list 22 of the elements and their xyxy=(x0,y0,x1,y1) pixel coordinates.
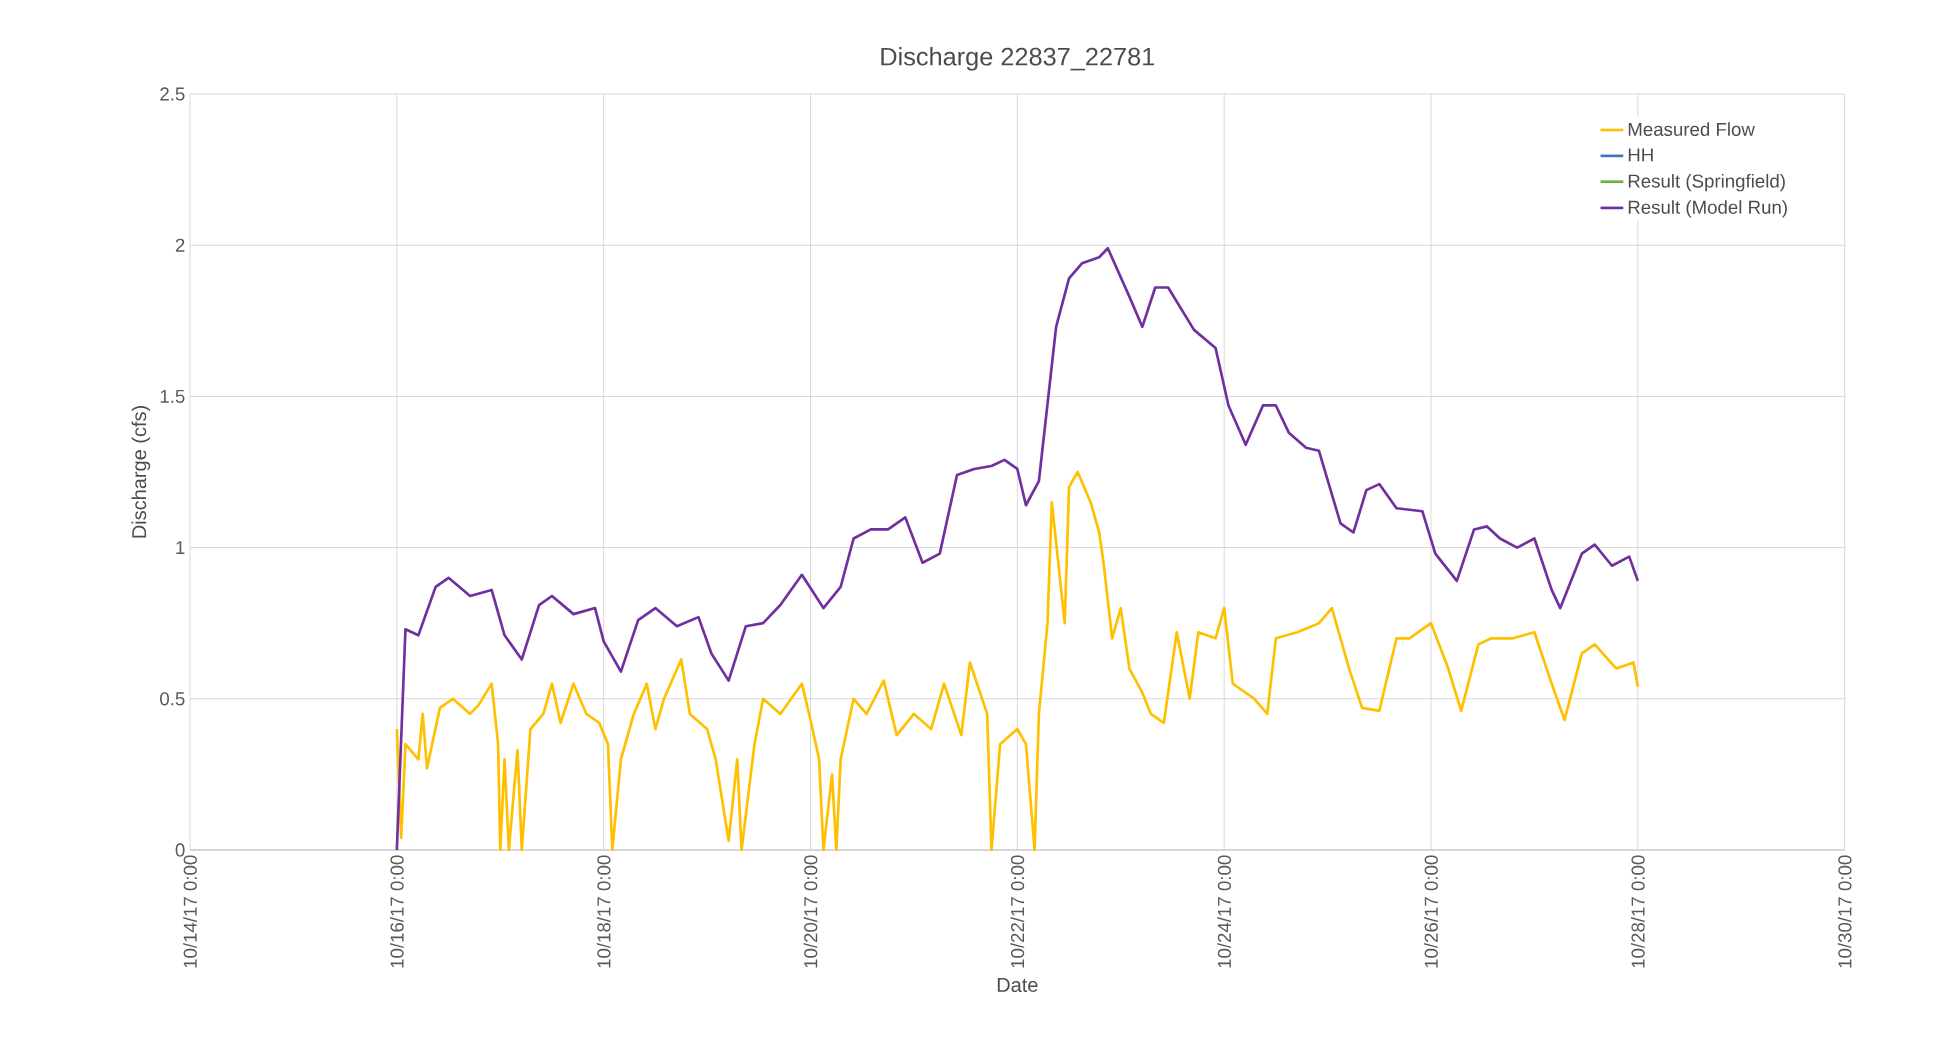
y-tick-label: 2 xyxy=(175,238,185,252)
x-tick-label: 10/20/17 0:00 xyxy=(803,855,818,968)
x-tick-label: 10/24/17 0:00 xyxy=(1217,855,1232,968)
y-axis-title: Discharge (cfs) xyxy=(131,406,151,538)
x-tick-label: 10/26/17 0:00 xyxy=(1424,855,1438,968)
chart-title: Discharge 22837_22781 xyxy=(881,46,1155,71)
x-tick-label: 10/22/17 0:00 xyxy=(1010,855,1025,968)
y-tick-label: 0.5 xyxy=(160,692,185,706)
legend-label: HH xyxy=(1628,148,1653,162)
x-tick-label: 10/16/17 0:00 xyxy=(389,855,404,968)
legend-label: Measured Flow xyxy=(1628,122,1755,136)
y-tick-label: 1 xyxy=(176,541,185,555)
legend-label: Result (Springfield) xyxy=(1628,173,1785,192)
x-tick-label: 10/18/17 0:00 xyxy=(596,855,611,968)
x-tick-label: 10/30/17 0:00 xyxy=(1837,855,1852,968)
x-tick-label: 10/14/17 0:00 xyxy=(183,855,197,968)
y-tick-label: 1.5 xyxy=(160,389,185,403)
x-tick-label: 10/28/17 0:00 xyxy=(1630,855,1645,968)
y-tick-label: 2.5 xyxy=(160,87,185,101)
x-axis-title: Date xyxy=(997,978,1038,992)
legend-label: Result (Model Run) xyxy=(1628,200,1787,218)
y-tick-label: 0 xyxy=(175,843,185,857)
